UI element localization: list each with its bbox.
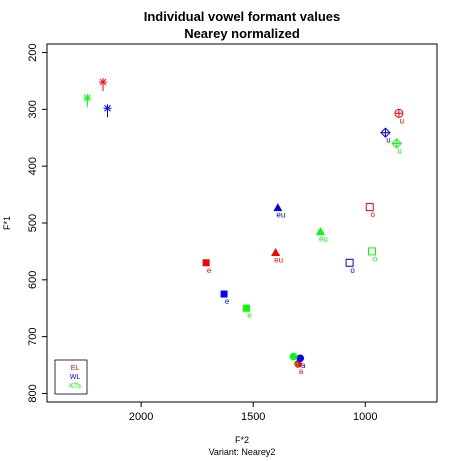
point-label: u [386, 136, 390, 145]
legend-box [54, 359, 88, 395]
data-point: o [345, 258, 355, 275]
point-label: o [373, 254, 378, 263]
data-points: u o eu e a u eu o e a u eu o e a [83, 78, 404, 376]
x-tick-label: 2000 [129, 411, 153, 423]
data-point [83, 93, 92, 107]
y-tick-label: 200 [27, 43, 39, 61]
data-point: o [368, 247, 378, 263]
data-point: u [380, 127, 391, 145]
y-tick-label: 500 [27, 214, 39, 232]
data-point [99, 78, 108, 92]
x-tick-label: 1000 [353, 411, 377, 423]
point-label: o [371, 210, 376, 219]
data-point: u [394, 108, 404, 125]
y-tick-label: 400 [27, 157, 39, 175]
y-tick-label: 600 [27, 271, 39, 289]
point-label: u [400, 116, 404, 125]
point-label: e [247, 311, 252, 320]
y-tick-label: 800 [27, 384, 39, 402]
data-point: a [289, 352, 299, 369]
legend: EL WL KTs [54, 359, 88, 395]
y-axis-label: F*1 [2, 216, 12, 230]
x-axis: 2000 1500 1000 [129, 402, 378, 423]
data-point: eu [315, 227, 328, 244]
data-point: eu [271, 248, 283, 265]
y-axis: 200 300 400 500 600 700 800 [27, 43, 47, 403]
x-axis-label: F*2 [235, 435, 249, 445]
x-tick-label: 1500 [241, 411, 265, 423]
point-label: u [397, 146, 401, 155]
point-label: eu [276, 211, 285, 220]
point-label: a [299, 367, 304, 376]
data-point: e [202, 259, 212, 275]
caption: Variant: Nearey2 [209, 447, 276, 457]
data-point: e [242, 304, 252, 320]
point-label: e [207, 266, 212, 275]
y-tick-label: 700 [27, 327, 39, 345]
y-tick-label: 300 [27, 100, 39, 118]
point-label: o [350, 266, 355, 275]
data-point: e [220, 290, 230, 306]
chart-title: Individual vowel formant values [144, 9, 341, 24]
point-label: e [225, 297, 230, 306]
data-point [103, 104, 112, 118]
point-label: a [301, 361, 306, 370]
data-point: a [296, 354, 306, 370]
legend-entry: KTs [69, 383, 81, 390]
chart-subtitle: Nearey normalized [184, 26, 300, 41]
point-label: eu [319, 235, 328, 244]
plot-frame [46, 43, 438, 403]
data-point: o [365, 203, 376, 219]
point-label: eu [274, 256, 283, 265]
data-point: u [391, 138, 402, 155]
data-point: eu [273, 203, 285, 220]
legend-entry: WL [70, 374, 81, 381]
point-label: a [294, 360, 299, 369]
legend-entry: EL [71, 365, 80, 372]
